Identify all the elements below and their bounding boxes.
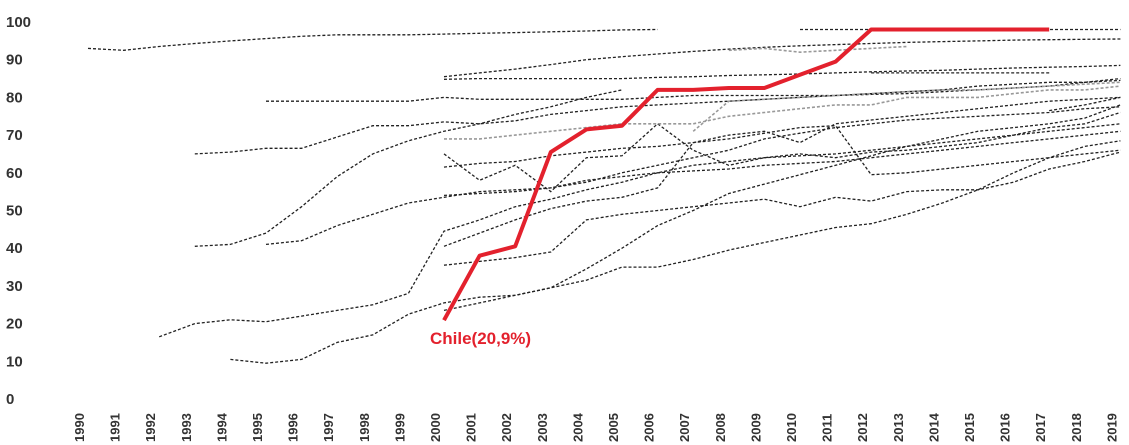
highlight-layer bbox=[442, 27, 1050, 322]
x-tick-label: 2018 bbox=[1069, 413, 1084, 442]
series-line-11 bbox=[158, 123, 1121, 338]
series-line-17 bbox=[443, 125, 1121, 176]
series-line-16 bbox=[443, 106, 1121, 197]
chile-line bbox=[442, 27, 1050, 322]
y-tick-label: 0 bbox=[6, 391, 14, 408]
x-tick-label: 2013 bbox=[891, 413, 906, 442]
series-line-1 bbox=[87, 28, 658, 51]
series-line-7 bbox=[194, 79, 1121, 155]
x-tick-label: 2007 bbox=[677, 413, 692, 442]
series-line-13 bbox=[443, 151, 1121, 266]
x-tick-label: 1992 bbox=[143, 413, 158, 442]
y-tick-label: 80 bbox=[6, 89, 23, 106]
x-tick-label: 1994 bbox=[214, 412, 229, 442]
x-tick-label: 1998 bbox=[357, 413, 372, 442]
y-tick-label: 40 bbox=[6, 240, 23, 257]
x-tick-label: 1991 bbox=[108, 413, 123, 442]
y-tick-label: 100 bbox=[6, 14, 31, 31]
x-tick-label: 2014 bbox=[926, 412, 941, 442]
x-tick-label: 2017 bbox=[1033, 413, 1048, 442]
y-tick-label: 90 bbox=[6, 52, 23, 69]
y-tick-label: 20 bbox=[6, 316, 23, 333]
series-line-19 bbox=[444, 85, 1121, 140]
series-line-18 bbox=[1049, 96, 1121, 112]
x-tick-label: 2016 bbox=[998, 413, 1013, 442]
x-tick-label: 1995 bbox=[250, 413, 265, 442]
y-tick-label: 30 bbox=[6, 278, 23, 295]
x-tick-label: 1999 bbox=[392, 413, 407, 442]
series-line-10 bbox=[265, 130, 1121, 246]
series-line-21 bbox=[692, 81, 1121, 132]
x-tick-label: 2011 bbox=[820, 414, 835, 442]
y-tick-label: 10 bbox=[6, 353, 23, 370]
series-layer bbox=[87, 28, 1121, 364]
y-tick-label: 70 bbox=[6, 127, 23, 144]
y-tick-label: 50 bbox=[6, 203, 23, 220]
chile-label: Chile(20,9%) bbox=[430, 329, 531, 348]
series-line-8 bbox=[443, 111, 1121, 193]
series-line-12 bbox=[230, 104, 1121, 364]
x-tick-label: 2009 bbox=[748, 413, 763, 442]
x-tick-label: 2002 bbox=[499, 413, 514, 442]
series-line-4 bbox=[443, 64, 1121, 80]
series-line-15 bbox=[443, 96, 1121, 247]
x-axis-ticks: 1990 1991 1992 1993 1994 1995 1996 1997 1998 1999… bbox=[72, 412, 1119, 442]
x-tick-label: 2005 bbox=[606, 413, 621, 442]
x-tick-label: 2008 bbox=[713, 413, 728, 442]
y-axis-ticks: 0 10 20 30 40 50 60 70 80 90 100 bbox=[6, 14, 31, 408]
x-tick-label: 1996 bbox=[286, 413, 301, 442]
x-tick-label: 2004 bbox=[570, 412, 585, 442]
x-tick-label: 1993 bbox=[179, 413, 194, 442]
x-tick-label: 2012 bbox=[855, 413, 870, 442]
series-line-9 bbox=[194, 89, 623, 247]
y-tick-label: 60 bbox=[6, 165, 23, 182]
series-line-14 bbox=[443, 140, 1121, 312]
x-tick-label: 1990 bbox=[72, 413, 87, 442]
x-tick-label: 2001 bbox=[464, 413, 479, 442]
x-tick-label: 2006 bbox=[642, 413, 657, 442]
x-tick-label: 2000 bbox=[428, 413, 443, 442]
x-tick-label: 2015 bbox=[962, 413, 977, 442]
series-line-3 bbox=[443, 38, 1121, 78]
x-tick-label: 2003 bbox=[535, 413, 550, 442]
x-tick-label: 2010 bbox=[784, 413, 799, 442]
x-tick-label: 2019 bbox=[1104, 413, 1119, 442]
x-tick-label: 1997 bbox=[321, 413, 336, 442]
